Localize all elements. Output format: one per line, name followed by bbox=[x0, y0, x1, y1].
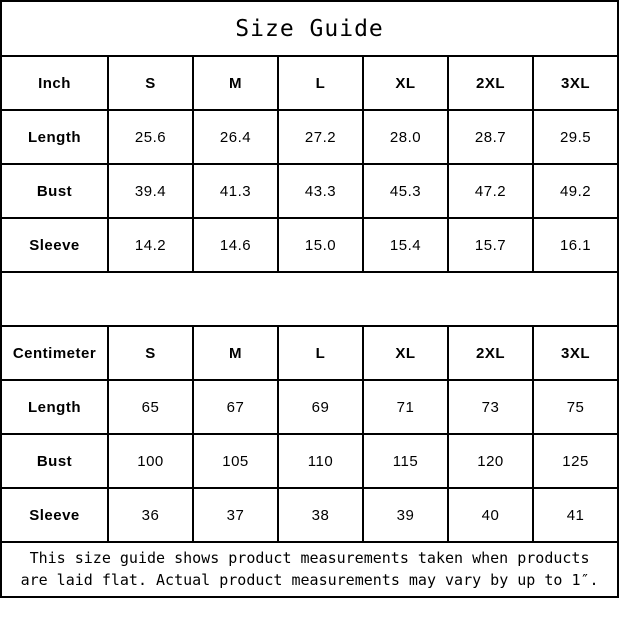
inch-length-value: 28.7 bbox=[447, 109, 534, 165]
cm-length-value: 73 bbox=[447, 379, 534, 435]
inch-size-header-3xl: 3XL bbox=[531, 55, 619, 111]
inch-sleeve-label: Sleeve bbox=[0, 217, 109, 273]
cm-length-value: 65 bbox=[107, 379, 194, 435]
cm-unit-header: Centimeter bbox=[0, 325, 109, 381]
footer-row: This size guide shows product measuremen… bbox=[0, 541, 619, 598]
cm-header-row: Centimeter S M L XL 2XL 3XL bbox=[0, 325, 619, 381]
inch-bust-value: 45.3 bbox=[362, 163, 449, 219]
inch-sleeve-row: Sleeve 14.2 14.6 15.0 15.4 15.7 16.1 bbox=[0, 217, 619, 273]
inch-bust-value: 41.3 bbox=[192, 163, 279, 219]
inch-sleeve-value: 16.1 bbox=[531, 217, 619, 273]
inch-sleeve-value: 15.4 bbox=[362, 217, 449, 273]
cm-sleeve-value: 39 bbox=[362, 487, 449, 543]
page-title: Size Guide bbox=[0, 0, 619, 57]
cm-bust-value: 115 bbox=[362, 433, 449, 489]
inch-size-header-l: L bbox=[277, 55, 364, 111]
cm-length-value: 67 bbox=[192, 379, 279, 435]
cm-size-header-3xl: 3XL bbox=[531, 325, 619, 381]
inch-length-value: 27.2 bbox=[277, 109, 364, 165]
cm-bust-value: 125 bbox=[531, 433, 619, 489]
cm-length-row: Length 65 67 69 71 73 75 bbox=[0, 379, 619, 435]
spacer-cell bbox=[0, 271, 619, 327]
inch-sleeve-value: 15.7 bbox=[447, 217, 534, 273]
cm-size-header-s: S bbox=[107, 325, 194, 381]
spacer-row bbox=[0, 271, 619, 327]
cm-size-header-m: M bbox=[192, 325, 279, 381]
inch-length-row: Length 25.6 26.4 27.2 28.0 28.7 29.5 bbox=[0, 109, 619, 165]
inch-size-header-m: M bbox=[192, 55, 279, 111]
inch-unit-header: Inch bbox=[0, 55, 109, 111]
cm-bust-value: 105 bbox=[192, 433, 279, 489]
cm-size-header-xl: XL bbox=[362, 325, 449, 381]
inch-header-row: Inch S M L XL 2XL 3XL bbox=[0, 55, 619, 111]
inch-bust-value: 47.2 bbox=[447, 163, 534, 219]
size-guide-table: Size Guide Inch S M L XL 2XL 3XL Length … bbox=[0, 0, 619, 598]
cm-bust-row: Bust 100 105 110 115 120 125 bbox=[0, 433, 619, 489]
inch-sleeve-value: 14.6 bbox=[192, 217, 279, 273]
cm-length-value: 69 bbox=[277, 379, 364, 435]
cm-bust-value: 110 bbox=[277, 433, 364, 489]
inch-length-label: Length bbox=[0, 109, 109, 165]
cm-sleeve-label: Sleeve bbox=[0, 487, 109, 543]
inch-length-value: 25.6 bbox=[107, 109, 194, 165]
cm-sleeve-value: 36 bbox=[107, 487, 194, 543]
inch-size-header-2xl: 2XL bbox=[447, 55, 534, 111]
inch-size-header-s: S bbox=[107, 55, 194, 111]
cm-sleeve-value: 41 bbox=[531, 487, 619, 543]
cm-size-header-2xl: 2XL bbox=[447, 325, 534, 381]
inch-sleeve-value: 15.0 bbox=[277, 217, 364, 273]
cm-sleeve-value: 40 bbox=[447, 487, 534, 543]
cm-size-header-l: L bbox=[277, 325, 364, 381]
cm-length-value: 75 bbox=[531, 379, 619, 435]
inch-length-value: 26.4 bbox=[192, 109, 279, 165]
inch-bust-value: 49.2 bbox=[531, 163, 619, 219]
cm-bust-value: 120 bbox=[447, 433, 534, 489]
inch-bust-row: Bust 39.4 41.3 43.3 45.3 47.2 49.2 bbox=[0, 163, 619, 219]
cm-sleeve-value: 37 bbox=[192, 487, 279, 543]
footer-note-line-2: are laid flat. Actual product measuremen… bbox=[20, 570, 599, 589]
cm-bust-value: 100 bbox=[107, 433, 194, 489]
title-row: Size Guide bbox=[0, 0, 619, 57]
inch-bust-label: Bust bbox=[0, 163, 109, 219]
inch-sleeve-value: 14.2 bbox=[107, 217, 194, 273]
footer-note: This size guide shows product measuremen… bbox=[0, 541, 619, 598]
cm-sleeve-value: 38 bbox=[277, 487, 364, 543]
cm-length-label: Length bbox=[0, 379, 109, 435]
footer-note-line-1: This size guide shows product measuremen… bbox=[29, 548, 590, 567]
inch-length-value: 29.5 bbox=[531, 109, 619, 165]
cm-sleeve-row: Sleeve 36 37 38 39 40 41 bbox=[0, 487, 619, 543]
cm-bust-label: Bust bbox=[0, 433, 109, 489]
inch-bust-value: 39.4 bbox=[107, 163, 194, 219]
inch-bust-value: 43.3 bbox=[277, 163, 364, 219]
cm-length-value: 71 bbox=[362, 379, 449, 435]
inch-size-header-xl: XL bbox=[362, 55, 449, 111]
inch-length-value: 28.0 bbox=[362, 109, 449, 165]
